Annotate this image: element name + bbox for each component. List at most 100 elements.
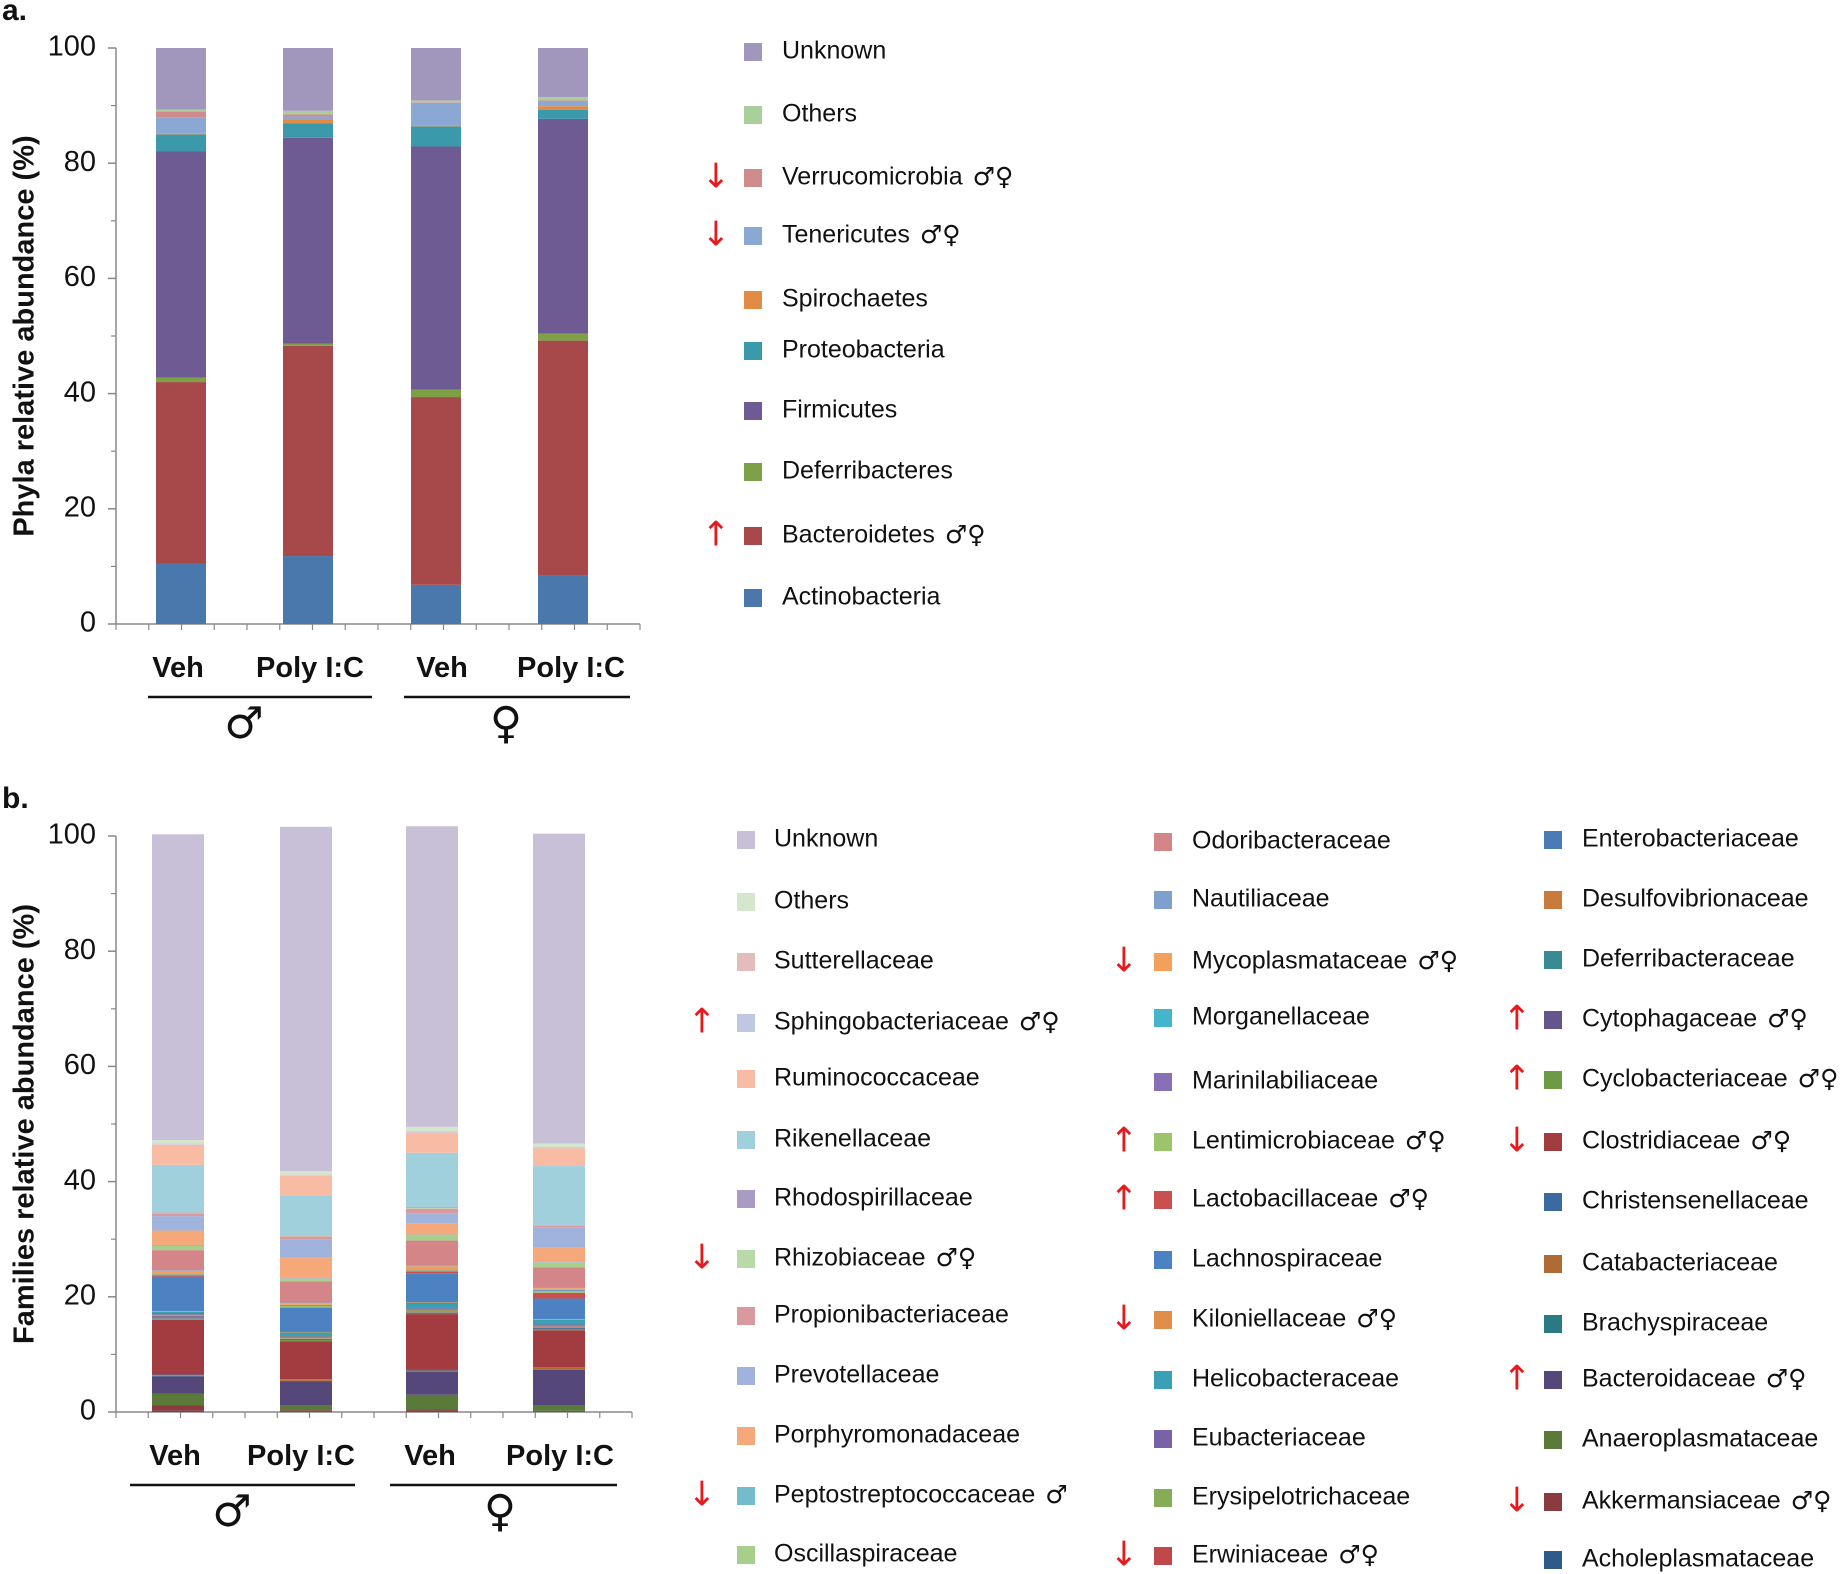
- legend-label: Others: [782, 100, 857, 128]
- bar-segment-desulfovibrionaceae: [533, 1327, 585, 1328]
- bar-segment-acholeplasmataceae: [280, 1411, 332, 1412]
- bar-segment-others: [533, 1143, 585, 1148]
- bar-segment-firmicutes: [283, 137, 333, 344]
- bar-segment-erwiniaceae: [280, 1337, 332, 1338]
- bar-segment-prevotellaceae: [406, 1213, 458, 1224]
- legend-label: Kiloniellaceae ♂♀: [1192, 1304, 1397, 1333]
- bar-segment-anaeroplasmataceae: [533, 1405, 585, 1411]
- bar-segment-spirochaetes: [538, 106, 588, 110]
- legend-item-rikenellaceae: Rikenellaceae: [737, 1125, 931, 1153]
- legend-swatch: [744, 463, 762, 481]
- bar-segment-bacteroidetes: [411, 397, 461, 585]
- legend-swatch: [744, 106, 762, 124]
- bar-segment-kiloniellaceae: [533, 1319, 585, 1320]
- legend-label: Lachnospiraceae: [1192, 1245, 1382, 1273]
- bar-segment-deferribacteraceae: [406, 1312, 458, 1313]
- bar-segment-proteobacteria: [411, 126, 461, 147]
- bar-segment-rhodospirillaceae: [406, 1207, 458, 1209]
- legend-swatch: [737, 893, 755, 911]
- legend-item-mycoplasmataceae: ↓ Mycoplasmataceae ♂♀: [1110, 941, 1458, 981]
- bar-segment-firmicutes: [156, 151, 206, 378]
- bar-segment-others: [538, 96, 588, 101]
- legend-swatch: [1544, 1493, 1562, 1511]
- bar-segment-peptostreptococcaceae: [533, 1262, 585, 1263]
- bar-segment-sutterellaceae: [152, 1143, 204, 1145]
- sex-symbol: ♂♀: [1405, 1126, 1446, 1155]
- bar-segment-bacteroidetes: [283, 345, 333, 557]
- bar-segment-actinobacteria: [283, 556, 333, 624]
- bar-segment-sphingobacteriaceae: [280, 1175, 332, 1176]
- legend-label: Oscillaspiraceae: [774, 1540, 957, 1568]
- legend-label: Morganellaceae: [1192, 1003, 1370, 1031]
- legend-item-eubacteriaceae: Eubacteriaceae: [1154, 1424, 1366, 1452]
- bar-segment-unknown: [411, 48, 461, 101]
- bar-segment-anaeroplasmataceae: [280, 1405, 332, 1411]
- legend-label: Rhodospirillaceae: [774, 1184, 973, 1212]
- bar-segment-clostridiaceae: [406, 1314, 458, 1370]
- bar-segment-akkermansiaceae: [406, 1409, 458, 1411]
- bar-segment-kiloniellaceae: [152, 1311, 204, 1312]
- bar-segment-prevotellaceae: [280, 1239, 332, 1258]
- bar-segment-mycoplasmataceae: [152, 1270, 204, 1274]
- bar-segment-christensenellaceae: [152, 1374, 204, 1376]
- bar-segment-kiloniellaceae: [406, 1301, 458, 1303]
- bar-segment-lentimicrobiaceae: [406, 1270, 458, 1272]
- bar-segment-bacteroidaceae: [406, 1371, 458, 1395]
- legend-label: Deferribacteraceae: [1582, 945, 1795, 973]
- bar-segment-marinilabiliaceae: [533, 1290, 585, 1292]
- legend-item-cyclobacteriaceae: ↑ Cyclobacteriaceae ♂♀: [1503, 1059, 1839, 1099]
- bar-segment-cytophagaceae: [533, 1328, 585, 1330]
- legend-item-christensenellaceae: Christensenellaceae: [1544, 1187, 1809, 1215]
- bar-segment-acholeplasmataceae: [406, 1410, 458, 1412]
- bar-segment-others: [283, 110, 333, 115]
- bar-segment-prevotellaceae: [152, 1216, 204, 1231]
- legend-label: Sphingobacteriaceae ♂♀: [774, 1007, 1060, 1036]
- bar-segment-deferribacteres: [283, 343, 333, 346]
- down-arrow-icon: ↓: [1110, 941, 1139, 981]
- bar-segment-helicobacteraceae: [533, 1319, 585, 1325]
- bar-segment-tenericutes: [156, 117, 206, 134]
- bar-segment-bacteroidetes: [538, 340, 588, 576]
- legend-label: Bacteroidaceae ♂♀: [1582, 1364, 1806, 1393]
- bar-segment-lactobacillaceae: [280, 1307, 332, 1308]
- bar-segment-enterobacteriaceae: [152, 1316, 204, 1318]
- bar-segment-clostridiaceae: [280, 1341, 332, 1380]
- legend-item-bacteroidaceae: ↑ Bacteroidaceae ♂♀: [1503, 1359, 1807, 1399]
- legend-swatch: [1544, 1193, 1562, 1211]
- bar-segment-propionibacteriaceae: [280, 1236, 332, 1240]
- legend-swatch: [1154, 1371, 1172, 1389]
- legend-label: Clostridiaceae ♂♀: [1582, 1126, 1791, 1155]
- bar-segment-enterobacteriaceae: [533, 1326, 585, 1328]
- legend-swatch: [1154, 1133, 1172, 1151]
- bar-segment-morganellaceae: [280, 1304, 332, 1306]
- bar-segment-sutterellaceae: [406, 1131, 458, 1133]
- legend-item-unknown: Unknown: [737, 825, 878, 853]
- bar-segment-oscillaspiraceae: [533, 1262, 585, 1268]
- bar-segment-christensenellaceae: [406, 1369, 458, 1371]
- legend-label: Rhizobiaceae ♂♀: [774, 1243, 976, 1272]
- legend-item-enterobacteriaceae: Enterobacteriaceae: [1544, 825, 1799, 853]
- bar-segment-proteobacteria: [156, 134, 206, 152]
- legend-item-clostridiaceae: ↓ Clostridiaceae ♂♀: [1503, 1121, 1791, 1161]
- legend-swatch: [737, 1131, 755, 1149]
- bar-segment-erysipelotrichaceae: [280, 1336, 332, 1338]
- bar-segment-peptostreptococcaceae: [406, 1234, 458, 1236]
- legend-swatch: [1154, 1489, 1172, 1507]
- legend-swatch: [1154, 833, 1172, 851]
- x-category-label: Veh: [416, 652, 468, 684]
- bar-segment-acholeplasmataceae: [152, 1410, 204, 1412]
- bar-segment-brachyspiraceae: [533, 1369, 585, 1370]
- bar-segment-verrucomicrobia: [411, 102, 461, 103]
- legend-swatch: [744, 527, 762, 545]
- bar-segment-deferribacteraceae: [152, 1318, 204, 1319]
- bar-segment-propionibacteriaceae: [406, 1208, 458, 1214]
- bar-segment-rikenellaceae: [533, 1166, 585, 1225]
- legend-label: Prevotellaceae: [774, 1361, 939, 1389]
- legend-label: Helicobacteraceae: [1192, 1365, 1399, 1393]
- bar-segment-erwiniaceae: [406, 1310, 458, 1312]
- bar-segment-others: [156, 109, 206, 112]
- legend-swatch: [737, 1250, 755, 1268]
- bar-segment-nautiliaceae: [152, 1270, 204, 1271]
- legend-swatch: [1544, 1371, 1562, 1389]
- legend-item-sutterellaceae: Sutterellaceae: [737, 947, 934, 975]
